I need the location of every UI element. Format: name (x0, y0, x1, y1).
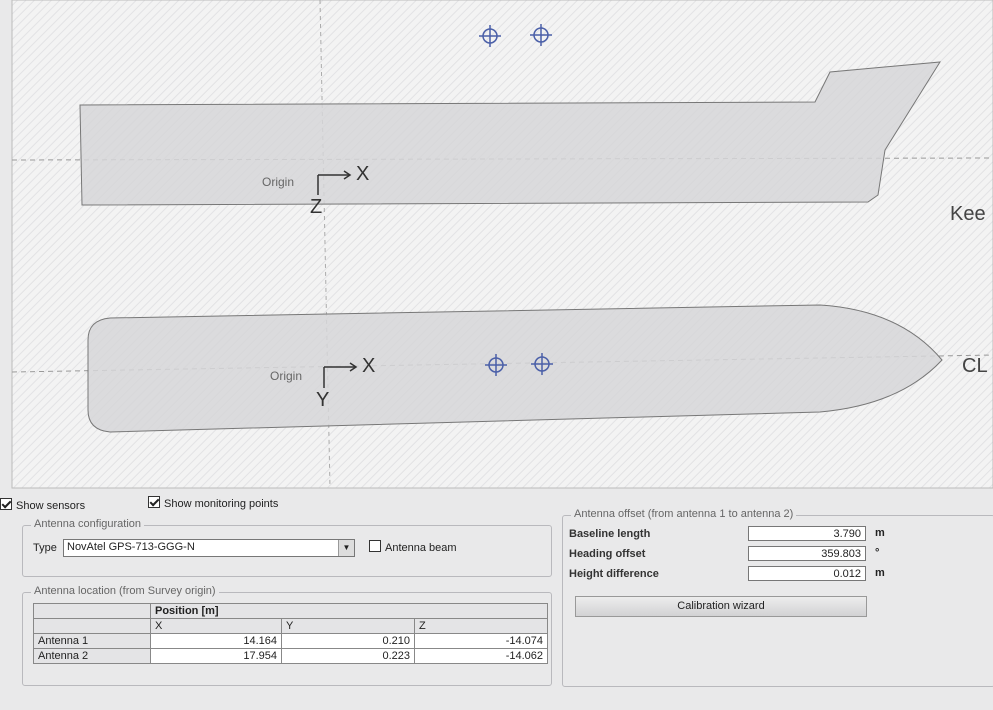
column-header: Y (282, 619, 415, 634)
antenna-configuration: Antenna configuration Type NovAtel GPS-7… (22, 525, 552, 577)
field-unit: m (875, 567, 885, 579)
axis-label: X (362, 355, 375, 377)
axis-label: Y (316, 389, 329, 411)
field-label: Height difference (569, 568, 659, 580)
row-header: Antenna 1 (34, 634, 151, 649)
option-label: Antenna beam (385, 542, 457, 554)
reference-label: Kee (950, 203, 986, 225)
checkbox[interactable] (148, 496, 160, 508)
antenna-location: Antenna location (from Survey origin) Po… (22, 592, 552, 686)
table-cell: 14.164 (151, 634, 282, 649)
option-label: Show monitoring points (164, 498, 278, 510)
field-label: Heading offset (569, 548, 645, 560)
table-cell: -14.074 (415, 634, 548, 649)
option[interactable]: Antenna beam (369, 540, 457, 554)
group-header: Position [m] (151, 604, 548, 619)
column-header: X (151, 619, 282, 634)
field-value: 3.790 (748, 526, 866, 541)
checkbox[interactable] (369, 540, 381, 552)
field-value: 359.803 (748, 546, 866, 561)
screen: Origin X Z Kee Origin X Y CL Show sensor… (0, 0, 993, 710)
table-row: Position [m] (34, 604, 548, 619)
checkbox[interactable] (0, 498, 12, 510)
vessel-view: Origin X Z Kee Origin X Y CL (0, 0, 993, 490)
table-cell: 0.210 (282, 634, 415, 649)
group-title: Antenna offset (from antenna 1 to antenn… (571, 508, 796, 520)
axis-label: Z (310, 196, 322, 218)
table-cell: -14.062 (415, 649, 548, 664)
field-label: Baseline length (569, 528, 650, 540)
antenna-offset: Antenna offset (from antenna 1 to antenn… (562, 515, 993, 687)
origin-label: Origin (270, 369, 302, 383)
group-title: Antenna location (from Survey origin) (31, 585, 219, 597)
calibration-button[interactable]: Calibration wizard (575, 596, 867, 617)
dropdown-value: NovAtel GPS-713-GGG-N (67, 541, 195, 553)
table-cell: 17.954 (151, 649, 282, 664)
option[interactable]: Show sensors (0, 498, 85, 512)
table-cell (34, 604, 151, 619)
axis-label: X (356, 163, 369, 185)
option-label: Show sensors (16, 500, 85, 512)
table-cell (34, 619, 151, 634)
field-label: Type (33, 542, 57, 554)
settings-panel: Show sensors Show monitoring points Ante… (0, 490, 993, 710)
field-unit: m (875, 527, 885, 539)
reference-label: CL (962, 355, 988, 377)
row-header: Antenna 2 (34, 649, 151, 664)
table-cell: 0.223 (282, 649, 415, 664)
dropdown-arrow[interactable]: ▼ (338, 540, 354, 556)
option[interactable]: Show monitoring points (148, 496, 278, 510)
field-unit: ° (875, 547, 879, 559)
type-dropdown[interactable]: NovAtel GPS-713-GGG-N ▼ (63, 539, 355, 557)
column-header: Z (415, 619, 548, 634)
field-value: 0.012 (748, 566, 866, 581)
origin-label: Origin (262, 175, 294, 189)
group-title: Antenna configuration (31, 518, 144, 530)
